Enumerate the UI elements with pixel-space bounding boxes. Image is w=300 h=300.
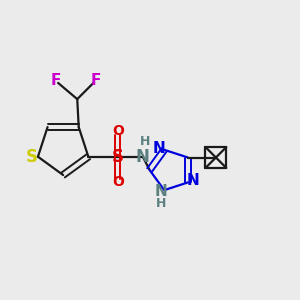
Text: O: O [112,175,124,189]
Text: F: F [91,73,101,88]
Text: H: H [140,136,150,148]
Text: S: S [112,148,124,166]
Text: N: N [153,141,165,156]
Text: S: S [26,148,38,166]
Text: N: N [187,173,200,188]
Text: H: H [156,197,166,210]
Text: N: N [155,184,168,199]
Text: F: F [51,73,61,88]
Text: O: O [112,124,124,138]
Text: N: N [136,148,150,166]
